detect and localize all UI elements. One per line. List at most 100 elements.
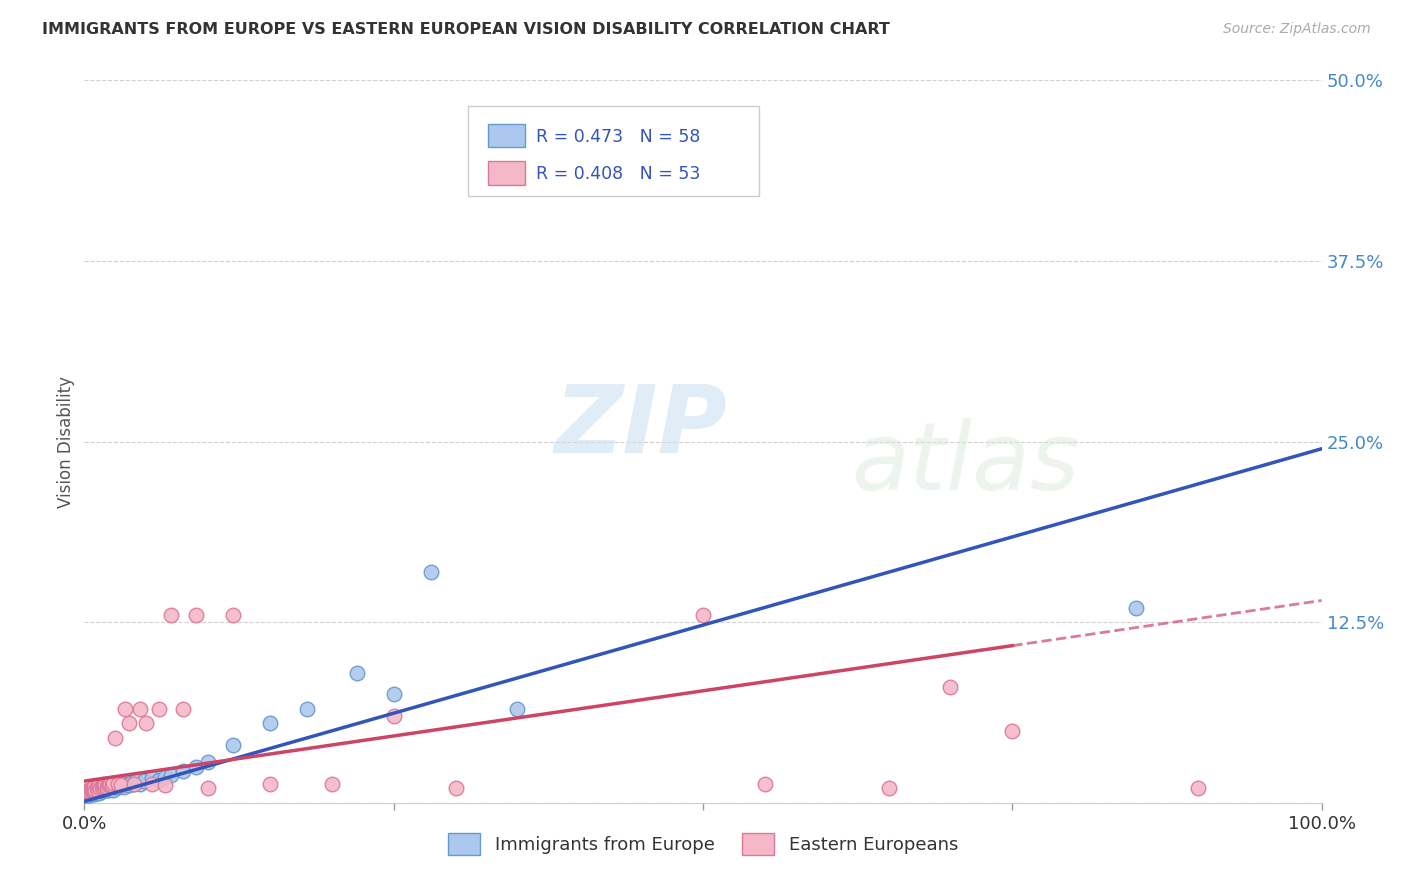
Point	[346, 665, 368, 680]
Point	[419, 565, 441, 579]
Point	[94, 781, 117, 796]
FancyBboxPatch shape	[488, 161, 524, 185]
Point	[96, 780, 118, 794]
FancyBboxPatch shape	[488, 124, 524, 147]
Point	[86, 786, 108, 800]
Point	[148, 702, 170, 716]
Point	[382, 709, 405, 723]
Point	[184, 607, 207, 622]
Text: ZIP: ZIP	[554, 381, 727, 473]
Point	[86, 784, 108, 798]
Point	[89, 786, 111, 800]
Point	[93, 780, 115, 794]
Point	[104, 780, 127, 794]
Point	[98, 780, 121, 794]
Text: atlas: atlas	[852, 417, 1080, 508]
Point	[172, 764, 194, 778]
Legend: Immigrants from Europe, Eastern Europeans: Immigrants from Europe, Eastern European…	[440, 826, 966, 863]
Point	[87, 784, 110, 798]
Point	[90, 782, 112, 797]
Point	[125, 774, 148, 789]
Point	[114, 702, 136, 716]
Point	[132, 774, 155, 789]
Point	[79, 786, 101, 800]
Point	[184, 760, 207, 774]
Point	[321, 777, 343, 791]
Point	[76, 789, 98, 803]
Point	[77, 782, 100, 797]
Point	[754, 777, 776, 791]
Point	[1187, 781, 1209, 796]
Point	[84, 786, 107, 800]
Point	[98, 779, 121, 793]
Point	[91, 784, 114, 798]
Point	[89, 780, 111, 794]
Text: R = 0.473   N = 58: R = 0.473 N = 58	[536, 128, 700, 145]
Point	[120, 775, 142, 789]
Point	[89, 779, 111, 793]
Point	[259, 777, 281, 791]
Point	[97, 781, 120, 796]
Point	[259, 716, 281, 731]
Point	[110, 779, 132, 793]
Point	[107, 779, 129, 793]
Point	[94, 779, 117, 793]
Point	[692, 607, 714, 622]
Point	[89, 781, 111, 796]
Point	[82, 781, 104, 796]
Point	[153, 779, 176, 793]
Point	[107, 777, 129, 791]
Point	[100, 781, 122, 796]
Point	[91, 779, 114, 793]
Point	[141, 777, 163, 791]
Point	[222, 607, 245, 622]
Point	[100, 779, 122, 793]
Point	[84, 782, 107, 797]
Point	[112, 780, 135, 794]
Point	[148, 772, 170, 787]
Point	[84, 782, 107, 797]
Point	[153, 770, 176, 784]
Point	[98, 777, 121, 791]
Point	[108, 780, 131, 794]
Point	[197, 781, 219, 796]
Point	[87, 782, 110, 797]
Point	[295, 702, 318, 716]
Point	[97, 777, 120, 791]
Point	[79, 784, 101, 798]
Point	[76, 784, 98, 798]
Point	[83, 784, 105, 798]
Point	[101, 782, 124, 797]
Point	[83, 787, 105, 801]
Point	[115, 777, 138, 791]
Point	[118, 779, 141, 793]
Point	[89, 784, 111, 798]
Point	[172, 702, 194, 716]
Point	[101, 775, 124, 789]
Text: IMMIGRANTS FROM EUROPE VS EASTERN EUROPEAN VISION DISABILITY CORRELATION CHART: IMMIGRANTS FROM EUROPE VS EASTERN EUROPE…	[42, 22, 890, 37]
Point	[79, 786, 101, 800]
Point	[141, 771, 163, 785]
Point	[104, 731, 127, 745]
Point	[506, 702, 529, 716]
Point	[135, 716, 157, 731]
Point	[129, 702, 152, 716]
Point	[80, 784, 103, 798]
Point	[96, 782, 118, 797]
Point	[89, 782, 111, 797]
Point	[83, 780, 105, 794]
Point	[86, 780, 108, 794]
Point	[89, 781, 111, 796]
Y-axis label: Vision Disability: Vision Disability	[56, 376, 75, 508]
Point	[382, 687, 405, 701]
Point	[122, 777, 145, 791]
Point	[122, 777, 145, 791]
Point	[222, 738, 245, 752]
Point	[160, 607, 183, 622]
FancyBboxPatch shape	[468, 105, 759, 196]
Point	[79, 782, 101, 797]
Text: R = 0.408   N = 53: R = 0.408 N = 53	[536, 165, 700, 183]
Point	[1001, 723, 1024, 738]
Point	[91, 781, 114, 796]
Point	[82, 784, 104, 798]
